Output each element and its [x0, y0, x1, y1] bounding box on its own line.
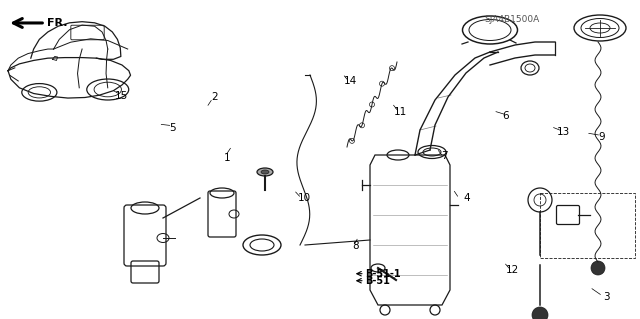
Text: 3: 3: [604, 292, 610, 302]
Text: FR.: FR.: [47, 18, 68, 28]
Text: 14: 14: [344, 76, 357, 86]
Text: 2: 2: [211, 92, 218, 102]
Ellipse shape: [257, 168, 273, 176]
Text: 12: 12: [506, 264, 518, 275]
Text: 7: 7: [442, 151, 448, 161]
Circle shape: [532, 307, 548, 319]
Text: 5: 5: [170, 122, 176, 133]
Text: 1: 1: [224, 153, 230, 163]
Text: 11: 11: [394, 107, 406, 117]
Text: B-51: B-51: [365, 276, 390, 286]
Text: 6: 6: [502, 111, 509, 122]
Text: B-51-1: B-51-1: [365, 269, 401, 279]
Text: SJA4B1500A: SJA4B1500A: [484, 15, 540, 24]
Text: 9: 9: [598, 132, 605, 142]
Text: 4: 4: [464, 193, 470, 203]
Circle shape: [591, 261, 605, 275]
Text: 8: 8: [352, 241, 358, 251]
Text: 13: 13: [557, 127, 570, 137]
Ellipse shape: [261, 170, 269, 174]
Text: 10: 10: [298, 193, 310, 203]
Text: 15: 15: [115, 91, 128, 101]
